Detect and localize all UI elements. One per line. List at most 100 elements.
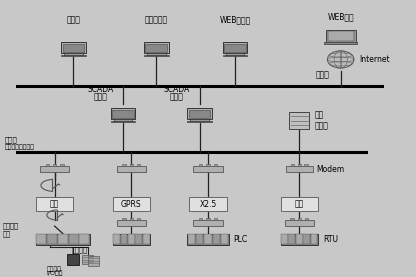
Bar [36, 197, 73, 211]
Text: 站点: 站点 [3, 230, 11, 237]
Bar [221, 234, 228, 244]
Bar [53, 164, 56, 166]
Bar [290, 218, 294, 220]
Bar [143, 234, 149, 244]
Bar [117, 166, 146, 172]
Bar [61, 42, 86, 53]
Bar [121, 234, 127, 244]
Bar [189, 110, 210, 118]
Bar [213, 234, 220, 244]
Text: SCADA: SCADA [164, 85, 190, 94]
Text: WEB服务器: WEB服务器 [219, 16, 250, 25]
Bar [213, 164, 217, 166]
Bar [289, 112, 309, 129]
Bar [193, 220, 223, 226]
Bar [291, 164, 294, 166]
Bar [204, 234, 212, 244]
Bar [113, 234, 120, 244]
Bar [47, 234, 57, 244]
Bar [189, 197, 227, 211]
Text: 服务器: 服务器 [93, 92, 107, 101]
Bar [112, 110, 134, 118]
Bar [286, 166, 313, 172]
Bar [114, 119, 132, 121]
Bar [62, 44, 84, 52]
Bar [196, 234, 203, 244]
Bar [58, 234, 68, 244]
Bar [206, 164, 210, 166]
Bar [111, 121, 136, 122]
Bar [144, 42, 168, 53]
Bar [122, 164, 126, 166]
Bar [117, 220, 146, 226]
Bar [130, 218, 133, 220]
Text: PLC: PLC [234, 235, 248, 244]
Bar [64, 53, 83, 55]
Bar [206, 218, 210, 220]
Bar [144, 55, 168, 56]
Text: 数据服务器: 数据服务器 [145, 16, 168, 25]
Bar [280, 197, 318, 211]
Bar [193, 166, 223, 172]
Bar [122, 218, 126, 220]
Bar [61, 55, 86, 56]
Bar [305, 218, 308, 220]
Bar [303, 234, 310, 244]
Bar [69, 234, 79, 244]
Text: SCADA: SCADA [87, 85, 113, 94]
Bar [223, 42, 248, 53]
Bar [113, 197, 150, 211]
Text: 服务器: 服务器 [315, 122, 329, 130]
Bar [146, 44, 167, 52]
Text: 串口: 串口 [315, 111, 324, 120]
Bar [324, 42, 357, 44]
Bar [79, 234, 89, 244]
Bar [311, 234, 317, 244]
Bar [137, 164, 140, 166]
Bar [46, 164, 49, 166]
Bar [213, 218, 217, 220]
Text: Internet: Internet [359, 55, 390, 64]
Bar [60, 164, 64, 166]
Text: 服务器: 服务器 [170, 92, 184, 101]
Bar [199, 218, 203, 220]
Bar [113, 234, 150, 245]
Bar [36, 234, 46, 244]
Bar [137, 218, 140, 220]
Bar [36, 234, 90, 245]
Bar [281, 234, 287, 244]
Text: 以太网: 以太网 [316, 71, 329, 80]
Text: 现场总线: 现场总线 [47, 266, 62, 272]
Bar [297, 164, 301, 166]
Text: Modem: Modem [317, 165, 345, 174]
Circle shape [327, 51, 354, 68]
Bar [188, 234, 195, 244]
Bar [224, 44, 245, 52]
Bar [128, 234, 135, 244]
Text: 以太网: 以太网 [5, 137, 17, 143]
Text: （或工业以太网）: （或工业以太网） [5, 144, 35, 150]
Text: RTU: RTU [323, 235, 338, 244]
Text: 工作站: 工作站 [66, 16, 80, 25]
Bar [199, 164, 203, 166]
Bar [296, 234, 302, 244]
Bar [40, 166, 69, 172]
Text: I/O设备: I/O设备 [46, 271, 63, 276]
Text: 现场控制: 现场控制 [3, 222, 19, 229]
Bar [288, 234, 295, 244]
Text: 电台: 电台 [295, 200, 304, 209]
Bar [147, 53, 166, 55]
Text: 现场总线: 现场总线 [72, 247, 87, 253]
Bar [327, 31, 354, 42]
Bar [304, 164, 307, 166]
Bar [187, 108, 212, 119]
Bar [191, 119, 209, 121]
Bar [225, 53, 244, 55]
Bar [187, 234, 229, 245]
Bar [82, 255, 93, 264]
Bar [280, 234, 318, 245]
Bar [297, 218, 301, 220]
Bar [67, 253, 79, 265]
Bar [88, 256, 99, 266]
Bar [136, 234, 142, 244]
